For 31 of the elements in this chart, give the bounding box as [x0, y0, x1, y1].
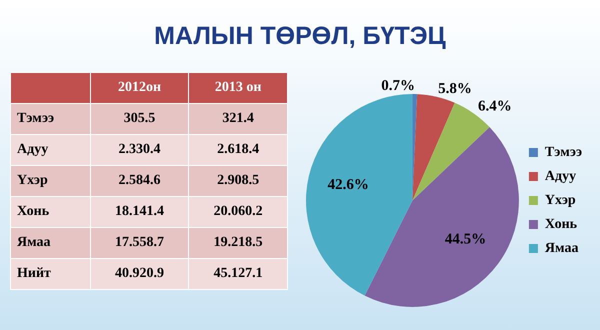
text: 40.920.9: [90, 258, 189, 290]
text: Адуу: [10, 134, 90, 166]
legend-label: Үхэр: [544, 193, 576, 208]
legend-label: Хонь: [544, 217, 578, 232]
legend-label: Ямаа: [544, 241, 578, 256]
text: 2013 он: [188, 72, 288, 104]
text: Нийт: [10, 258, 90, 290]
text: Тэмээ: [10, 104, 90, 134]
data-label: 44.5%: [444, 232, 486, 248]
data-label: 0.7%: [381, 78, 415, 94]
text: 305.5: [90, 104, 189, 134]
text: 20.060.2: [188, 196, 288, 228]
text: 45.127.1: [188, 258, 288, 290]
data-label: 5.8%: [438, 80, 472, 97]
text: Үхэр: [10, 166, 90, 196]
text: 2.584.6: [90, 166, 189, 196]
text: Хонь: [10, 196, 90, 228]
text: 321.4: [188, 104, 288, 134]
text: 2.908.5: [188, 166, 288, 196]
text: Ямаа: [10, 228, 90, 258]
legend-label: Тэмээ: [544, 145, 582, 160]
data-label: 42.6%: [328, 177, 369, 194]
data-label: 6.4%: [478, 98, 512, 115]
text: 2.330.4: [90, 134, 189, 166]
legend-label: Адуу: [544, 169, 576, 184]
text: МАЛЫН ТӨРӨЛ, БҮТЭЦ: [153, 22, 447, 51]
text: 18.141.4: [90, 196, 189, 228]
text: 17.558.7: [90, 228, 189, 258]
text: 2012он: [90, 72, 189, 104]
text: 2.618.4: [188, 134, 288, 166]
text: 19.218.5: [188, 228, 288, 258]
